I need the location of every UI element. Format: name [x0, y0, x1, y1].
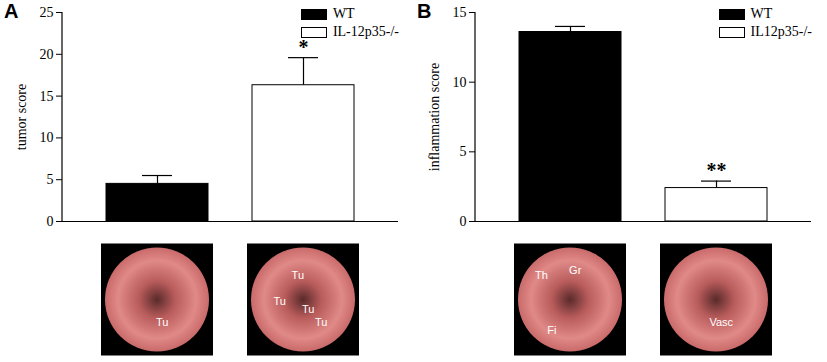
svg-text:10: 10	[453, 75, 467, 90]
svg-text:Tu: Tu	[156, 316, 168, 328]
html-text:B: B	[417, 0, 432, 22]
svg-text:Vasc: Vasc	[709, 316, 733, 328]
html-text:IL12p35-/-: IL12p35-/-	[750, 24, 812, 39]
svg-text:25: 25	[40, 5, 54, 20]
svg-text:15: 15	[453, 5, 467, 20]
svg-text:10: 10	[40, 130, 54, 145]
svg-text:Tu: Tu	[273, 295, 285, 307]
svg-text:5: 5	[47, 172, 54, 187]
svg-text:*: *	[299, 36, 309, 58]
svg-text:tumor score: tumor score	[14, 84, 29, 150]
svg-text:Fi: Fi	[547, 324, 556, 336]
svg-text:Th: Th	[535, 269, 548, 281]
svg-text:**: **	[707, 159, 727, 181]
svg-text:Gr: Gr	[569, 264, 582, 276]
svg-text:20: 20	[40, 47, 54, 62]
svg-text:Tu: Tu	[302, 303, 314, 315]
svg-text:Tu: Tu	[292, 269, 304, 281]
html-text:WT: WT	[750, 6, 773, 21]
svg-text:0: 0	[47, 214, 54, 229]
html-text:A: A	[4, 0, 19, 22]
svg-text:0: 0	[460, 214, 467, 229]
svg-text:Tu: Tu	[315, 316, 327, 328]
html-text:WT: WT	[332, 6, 355, 21]
svg-text:15: 15	[40, 89, 54, 104]
svg-text:inflammation score: inflammation score	[427, 63, 442, 171]
svg-text:5: 5	[460, 144, 467, 159]
html-text:IL-12p35-/-: IL-12p35-/-	[332, 24, 399, 39]
